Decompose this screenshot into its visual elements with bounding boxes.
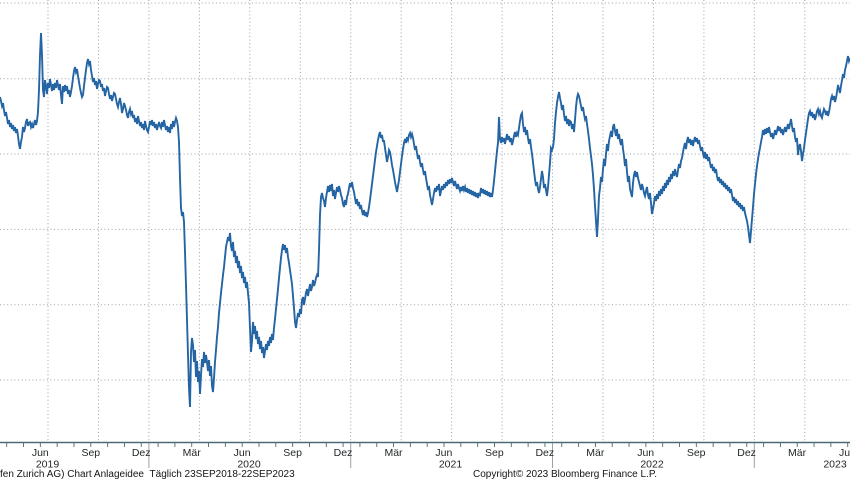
- month-label: Mär: [183, 447, 202, 459]
- x-axis-ticks: [6, 442, 849, 447]
- month-label: Sep: [283, 447, 302, 459]
- x-axis-month-labels: Jun Sep Dez Mär Jun Sep Dez Mär Jun Sep Dez Mär Jun S…: [32, 447, 850, 459]
- month-label: Dez: [535, 447, 554, 459]
- year-label: 2022: [640, 459, 664, 471]
- month-label: Jun: [435, 447, 452, 459]
- month-label: Jun: [839, 447, 850, 459]
- month-label: Mär: [788, 447, 807, 459]
- year-label: 2020: [237, 459, 261, 471]
- month-label: Jun: [32, 447, 49, 459]
- month-label: Sep: [485, 447, 504, 459]
- month-label: Sep: [687, 447, 706, 459]
- horizontal-gridlines: [0, 2, 850, 381]
- month-label: Jun: [637, 447, 654, 459]
- price-line: [0, 32, 850, 408]
- year-label: 2019: [36, 459, 60, 471]
- x-axis-year-labels: 2019 2020 2021 2022 2023: [36, 459, 847, 471]
- year-divider-lines: [148, 442, 755, 468]
- chart-description-label: fen Zurich AG) Chart Anlageidee Täglich …: [0, 469, 295, 480]
- plot-area[interactable]: [0, 0, 850, 442]
- month-label: Mär: [586, 447, 605, 459]
- copyright-label: Copyright© 2023 Bloomberg Finance L.P.: [473, 469, 657, 480]
- month-label: Dez: [334, 447, 353, 459]
- month-label: Mär: [384, 447, 403, 459]
- year-label: 2023: [823, 459, 847, 471]
- month-label: Jun: [234, 447, 251, 459]
- year-label: 2021: [439, 459, 463, 471]
- month-label: Dez: [737, 447, 756, 459]
- month-label: Sep: [81, 447, 100, 459]
- month-label: Dez: [132, 447, 151, 459]
